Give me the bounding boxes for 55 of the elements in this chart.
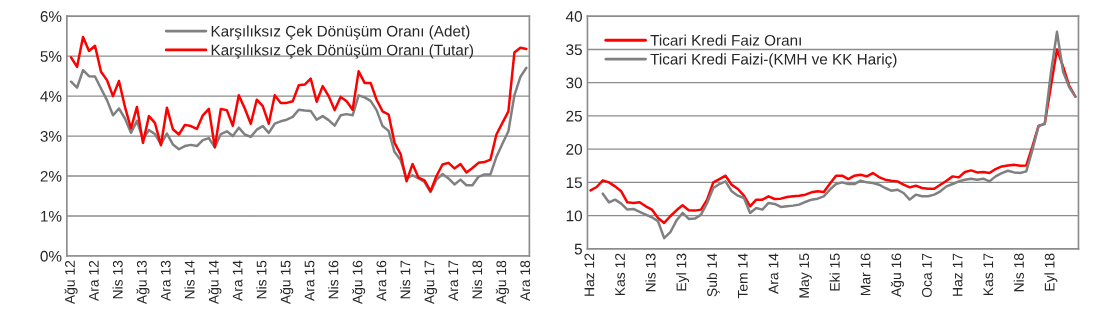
legend-label: Ticari Kredi Faizi-(KMH ve KK Hariç) [650,53,897,68]
legend-label: Karşılıksız Çek Dönüşüm Oranı (Adet) [211,25,470,40]
x-tick-label: Ağu 13 [136,260,150,305]
legend-label: Ticari Kredi Faiz Oranı [650,34,801,46]
x-tick-label: Ağu 12 [64,260,78,305]
x-tick-label: Oca 17 [921,253,932,298]
x-tick-label: Ara 16 [376,260,387,302]
y-tick-label: 30 [566,77,582,89]
x-tick-label: Eyl 13 [676,253,690,291]
x-tick-label: Ara 13 [160,260,171,302]
y-tick-label: 2% [40,170,62,182]
x-tick-label: Nis 14 [184,260,195,299]
x-tick-label: Nis 18 [1013,253,1024,292]
y-tick-label: 15 [566,177,582,189]
x-tick-label: Tem 14 [738,253,748,299]
x-tick-label: Ara 18 [520,260,531,302]
x-tick-label: Nis 13 [112,260,123,299]
x-tick-label: Eyl 18 [1044,253,1058,291]
y-tick-label: 35 [566,44,582,56]
x-tick-label: Kas 17 [983,253,994,296]
y-tick-label: 5% [40,51,62,62]
x-tick-label: Ağu 14 [208,260,222,305]
y-tick-label: 20 [566,144,582,155]
x-tick-label: Mar 16 [860,253,871,296]
x-tick-label: Ağu 15 [280,260,294,305]
y-tick-label: 10 [566,210,582,222]
x-tick-label: Nis 18 [471,260,483,299]
y-tick-label: 40 [565,11,582,22]
x-tick-label: Ağu 18 [495,260,509,305]
x-tick-label: Kas 12 [615,253,625,296]
x-tick-label: Şub 14 [706,253,720,297]
y-tick-label: 25 [566,110,582,122]
x-tick-label: Haz 17 [952,253,963,296]
x-tick-label: Ara 14 [768,253,779,294]
x-tick-label: Eki 15 [829,253,840,291]
x-tick-label: Haz 12 [584,253,595,296]
x-tick-label: Ağu 16 [352,260,366,305]
x-tick-label: Nis 16 [328,260,339,299]
y-tick-label: 1% [41,210,62,222]
legend-label: Karşılıksız Çek Dönüşüm Oranı (Tutar) [211,44,474,59]
x-tick-label: Nis 15 [256,260,267,299]
y-tick-label: 4% [40,91,62,102]
y-tick-label: 0% [40,250,62,262]
x-tick-label: May 15 [799,253,812,298]
y-tick-label: 6% [40,11,62,22]
x-tick-label: Ara 14 [232,260,243,302]
x-tick-label: Ara 17 [448,260,459,302]
x-tick-label: Nis 13 [645,253,656,292]
x-tick-label: Nis 17 [400,260,411,299]
x-tick-label: Ara 12 [88,260,99,302]
x-tick-label: Ağu 17 [423,260,438,305]
x-tick-label: Ağu 16 [890,253,904,297]
y-tick-label: 5 [574,243,582,255]
y-tick-label: 3% [40,130,62,142]
x-tick-label: Ara 15 [304,260,315,302]
